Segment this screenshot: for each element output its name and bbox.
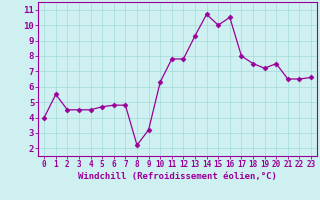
X-axis label: Windchill (Refroidissement éolien,°C): Windchill (Refroidissement éolien,°C) — [78, 172, 277, 181]
